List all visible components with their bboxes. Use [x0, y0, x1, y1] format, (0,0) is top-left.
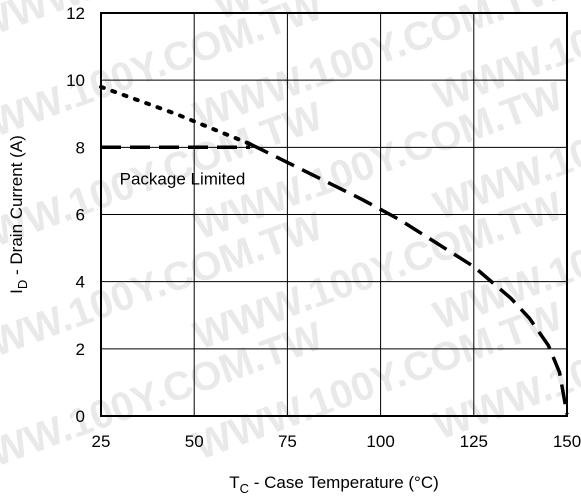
x-tick-label: 25	[92, 432, 111, 451]
x-axis-label-rest: - Case Temperature (°C)	[249, 473, 439, 492]
y-tick-label: 8	[76, 138, 85, 157]
x-axis-label-sub: C	[240, 481, 249, 496]
x-tick-label: 100	[366, 432, 394, 451]
grid	[101, 13, 567, 416]
annotation-package-limited: Package Limited	[120, 169, 246, 188]
series-line-dotted	[99, 84, 253, 146]
y-tick-label: 6	[76, 206, 85, 225]
annotations: Package Limited	[120, 169, 246, 188]
x-tick-label: 75	[278, 432, 297, 451]
x-tick-label: 125	[460, 432, 488, 451]
x-tick-labels: 25 50 75 100 125 150	[92, 432, 581, 451]
y-axis-label: ID - Drain Current (A)	[7, 135, 30, 294]
y-tick-label: 10	[66, 71, 85, 90]
x-axis-label-main: T	[229, 473, 239, 492]
y-axis-label-sub: D	[15, 280, 30, 289]
y-tick-labels: 0 2 4 6 8 10 12	[66, 4, 85, 426]
y-axis-label-main: I	[7, 289, 26, 294]
y-tick-label: 4	[76, 273, 85, 292]
plot-frame	[100, 12, 568, 417]
y-tick-label: 0	[76, 407, 85, 426]
y-tick-label: 2	[76, 340, 85, 359]
y-tick-label: 12	[66, 4, 85, 23]
x-tick-label: 50	[185, 432, 204, 451]
y-axis-label-rest: - Drain Current (A)	[7, 135, 26, 280]
plot-series	[99, 84, 569, 415]
x-axis-label: TC - Case Temperature (°C)	[229, 473, 439, 496]
series-line-dashed	[249, 142, 569, 415]
x-tick-label: 150	[553, 432, 581, 451]
